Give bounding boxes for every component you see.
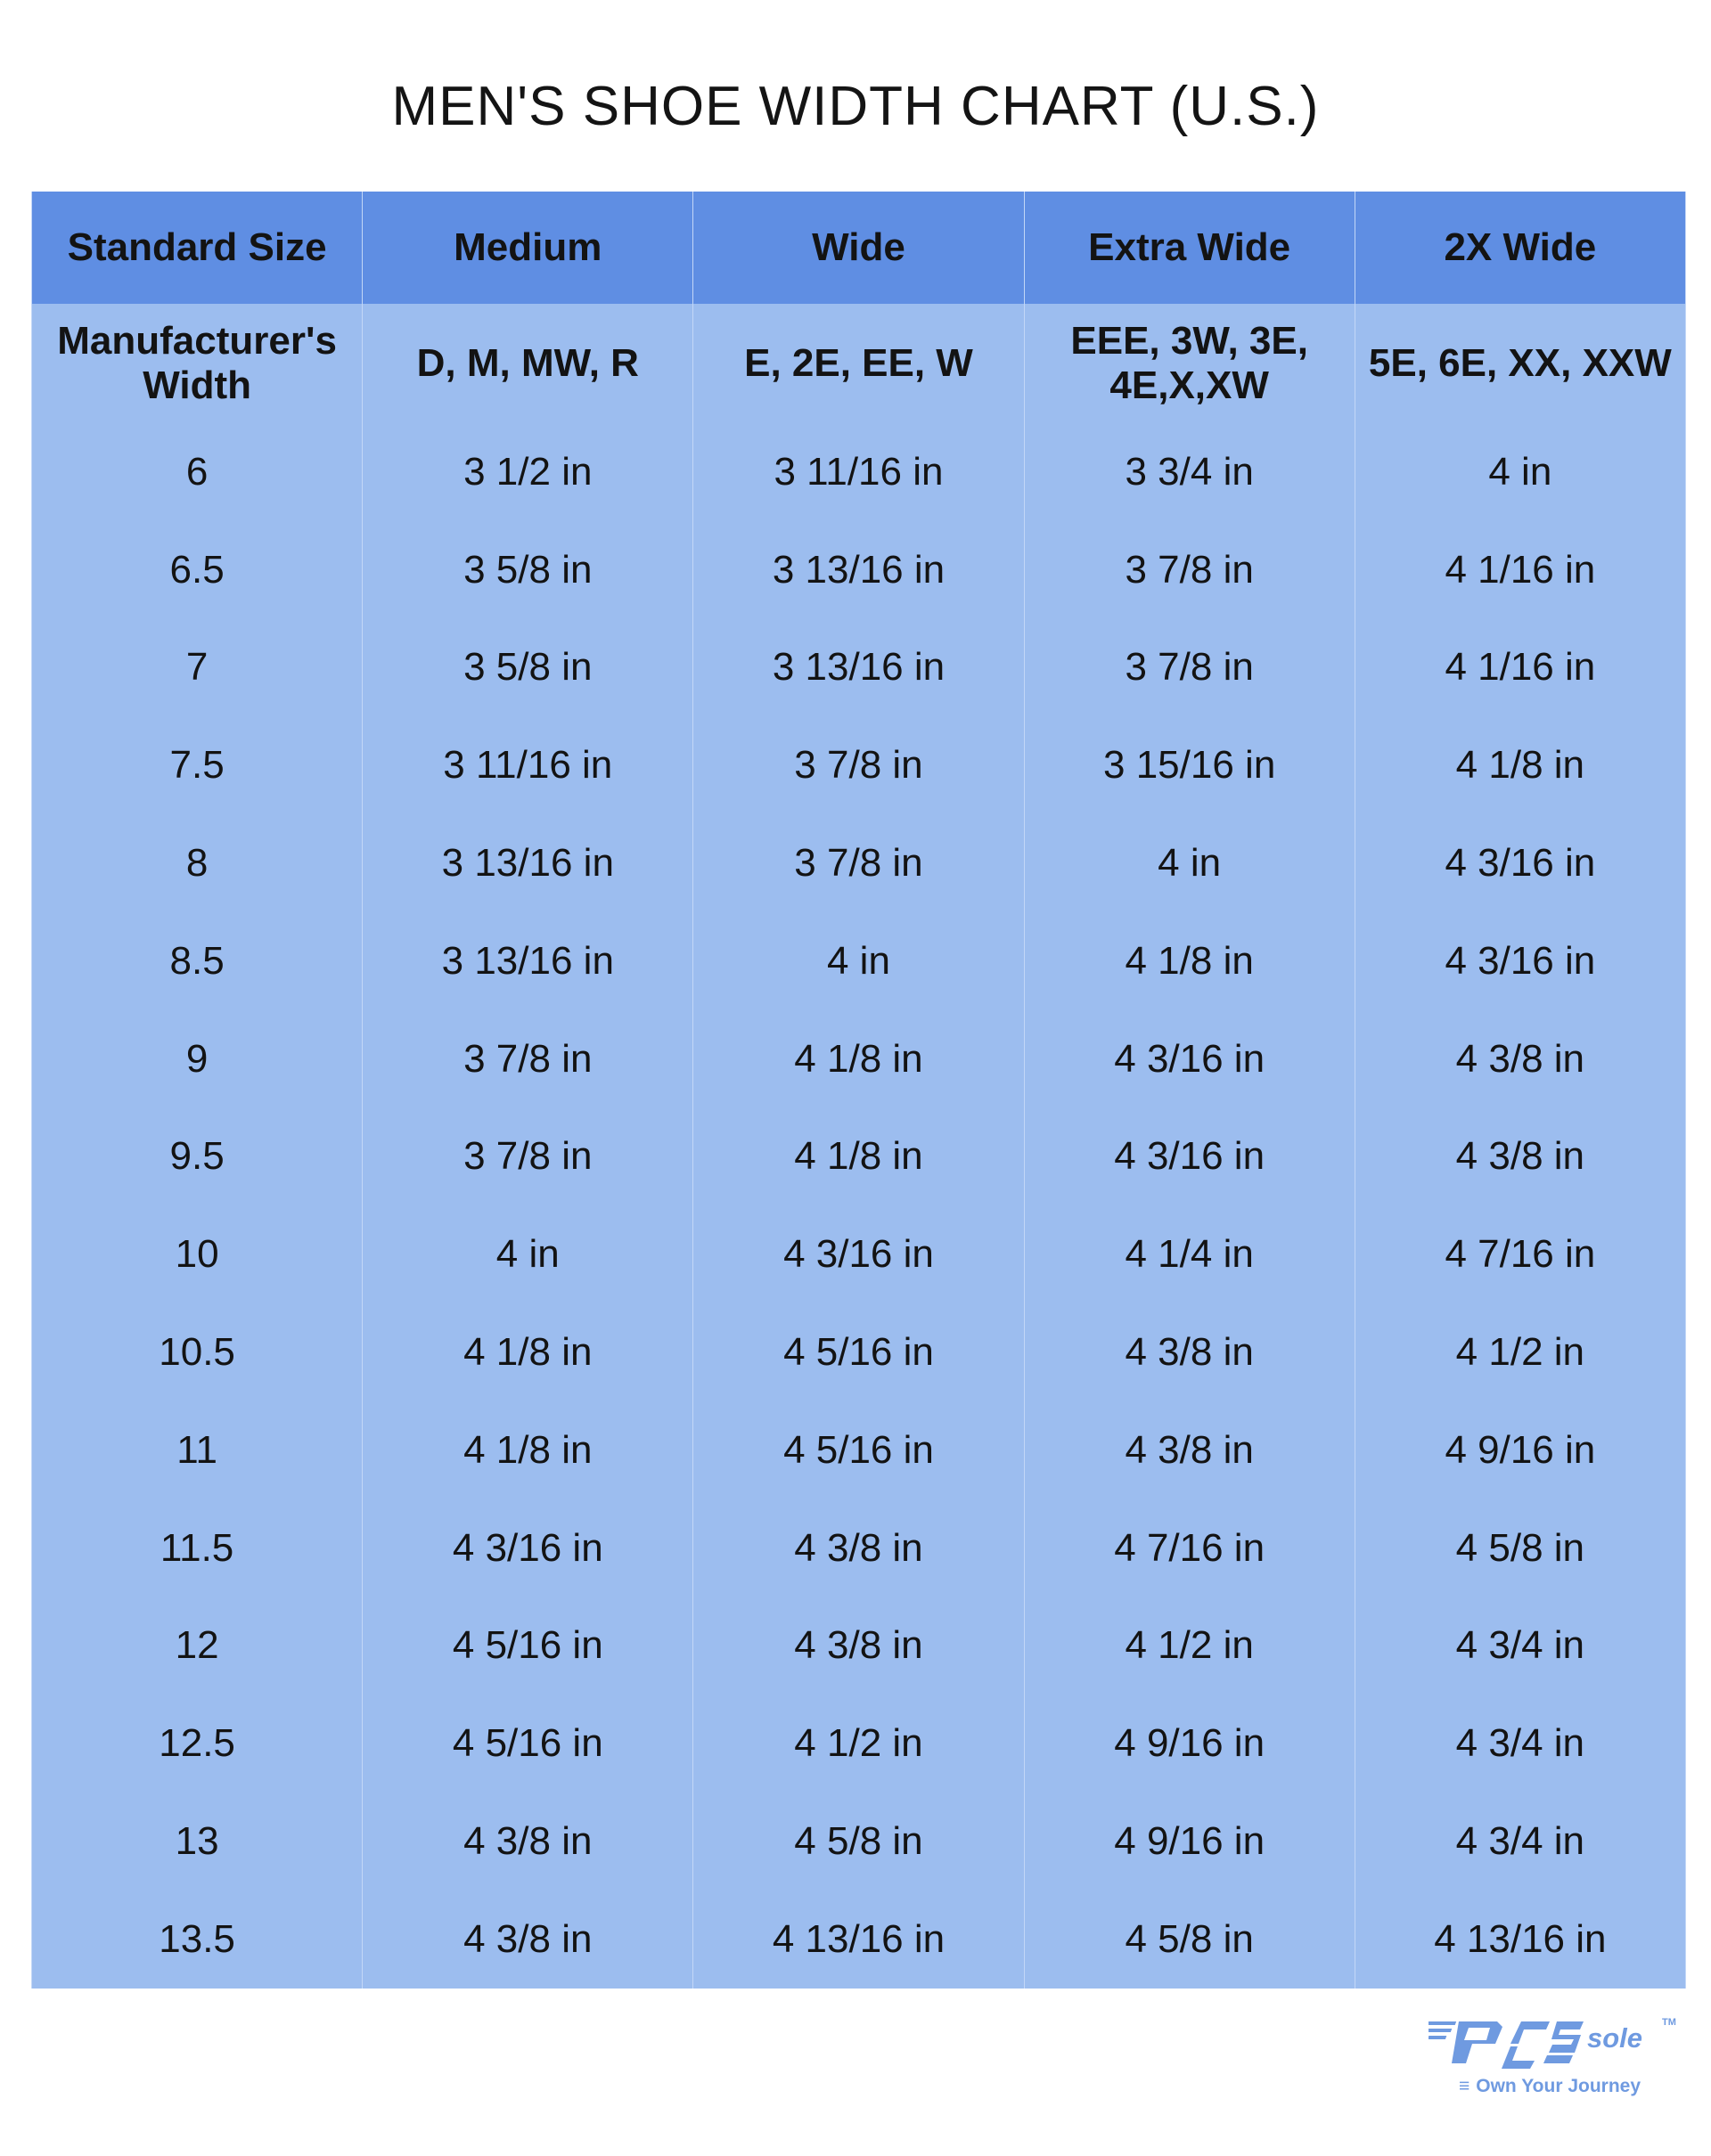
svg-text:sole: sole [1587,2022,1642,2054]
svg-text:TM: TM [1662,2017,1676,2028]
